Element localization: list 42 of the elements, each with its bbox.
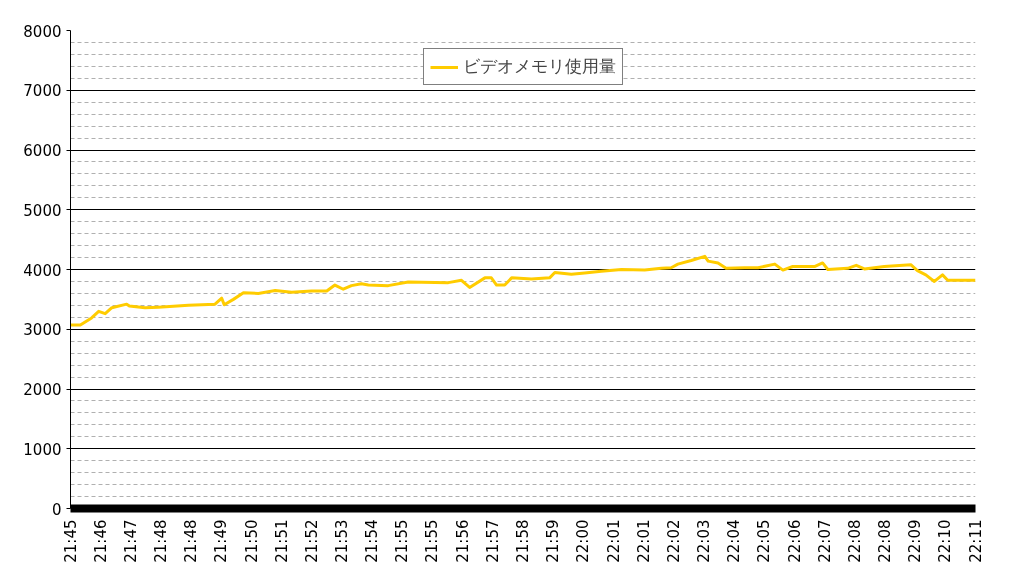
legend-label: ビデオメモリ使用量 [462, 55, 616, 78]
x-tick-label: 22:06 [785, 519, 804, 563]
y-tick-label: 6000 [23, 142, 62, 160]
x-tick-label: 22:07 [815, 519, 834, 563]
x-tick-label: 21:51 [272, 519, 291, 563]
x-tick-label: 21:54 [363, 519, 382, 563]
y-tick-label: 1000 [23, 440, 62, 459]
x-tick-label: 21:56 [453, 519, 472, 563]
line-series [70, 254, 976, 327]
x-tick-label: 21:45 [61, 519, 80, 563]
x-tick-label: 22:01 [604, 519, 623, 563]
x-tick-label: 22:02 [664, 519, 683, 563]
x-tick-label: 21:57 [483, 519, 502, 563]
x-tick-label: 22:10 [936, 519, 955, 563]
x-tick-label: 21:49 [212, 519, 231, 563]
x-tick-label: 21:59 [544, 519, 563, 563]
y-tick-label: 8000 [23, 22, 62, 41]
x-tick-label: 21:53 [333, 519, 352, 563]
x-tick-label: 21:47 [121, 519, 140, 563]
x-tick-label: 21:52 [302, 519, 321, 563]
y-tick-label: 3000 [23, 321, 62, 340]
x-tick-label: 22:05 [755, 519, 774, 563]
x-tick-label: 22:03 [694, 519, 713, 563]
x-tick-label: 21:48 [182, 519, 201, 563]
x-tick-label: 21:50 [242, 519, 261, 563]
x-tick-label: 22:04 [725, 519, 744, 563]
x-tick-label: 22:09 [906, 519, 925, 563]
x-tick-label: 21:48 [151, 519, 170, 563]
y-tick-label: 7000 [23, 82, 62, 101]
y-tick-label: 2000 [23, 381, 62, 399]
x-tick-label: 22:00 [574, 519, 593, 563]
x-tick-label: 22:08 [876, 519, 895, 563]
x-tick-label: 21:58 [514, 519, 533, 563]
y-tick-label: 4000 [23, 261, 62, 280]
y-tick-label: 0 [51, 500, 62, 519]
x-tick-label: 22:01 [634, 519, 653, 563]
x-tick-label: 21:55 [423, 519, 442, 563]
y-tick-label: 5000 [23, 201, 62, 220]
x-tick-label: 21:46 [91, 519, 110, 563]
x-tick-label: 21:55 [393, 519, 412, 563]
x-tick-label: 22:11 [966, 519, 985, 563]
x-tick-label: 22:08 [845, 519, 864, 563]
